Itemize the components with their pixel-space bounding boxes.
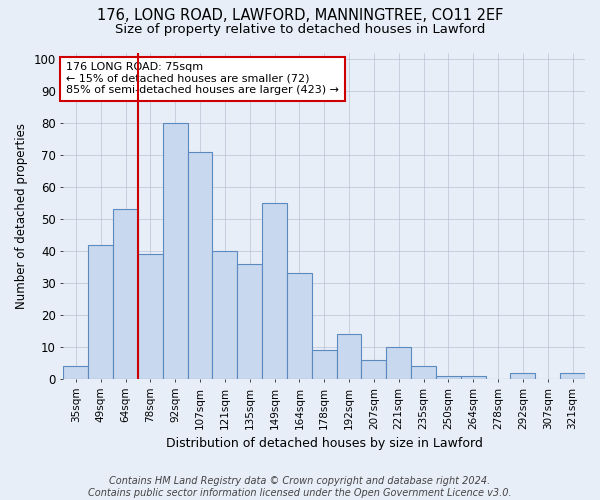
Bar (560, 372, 585, 379)
Bar (212, 251, 237, 379)
Text: 176, LONG ROAD, LAWFORD, MANNINGTREE, CO11 2EF: 176, LONG ROAD, LAWFORD, MANNINGTREE, CO… (97, 8, 503, 22)
Bar (511, 372, 535, 379)
Text: Size of property relative to detached houses in Lawford: Size of property relative to detached ho… (115, 22, 485, 36)
Bar (88, 244, 113, 379)
Text: 176 LONG ROAD: 75sqm
← 15% of detached houses are smaller (72)
85% of semi-detac: 176 LONG ROAD: 75sqm ← 15% of detached h… (66, 62, 339, 96)
Bar (262, 203, 287, 379)
X-axis label: Distribution of detached houses by size in Lawford: Distribution of detached houses by size … (166, 437, 482, 450)
Bar (113, 210, 138, 379)
Bar (237, 264, 262, 379)
Text: Contains HM Land Registry data © Crown copyright and database right 2024.
Contai: Contains HM Land Registry data © Crown c… (88, 476, 512, 498)
Bar (361, 360, 386, 379)
Bar (386, 347, 411, 379)
Bar (411, 366, 436, 379)
Bar (312, 350, 337, 379)
Bar (436, 376, 461, 379)
Bar (188, 152, 212, 379)
Bar (163, 123, 188, 379)
Bar (138, 254, 163, 379)
Y-axis label: Number of detached properties: Number of detached properties (15, 122, 28, 308)
Bar (64, 366, 88, 379)
Bar (337, 334, 361, 379)
Bar (461, 376, 485, 379)
Bar (287, 274, 312, 379)
